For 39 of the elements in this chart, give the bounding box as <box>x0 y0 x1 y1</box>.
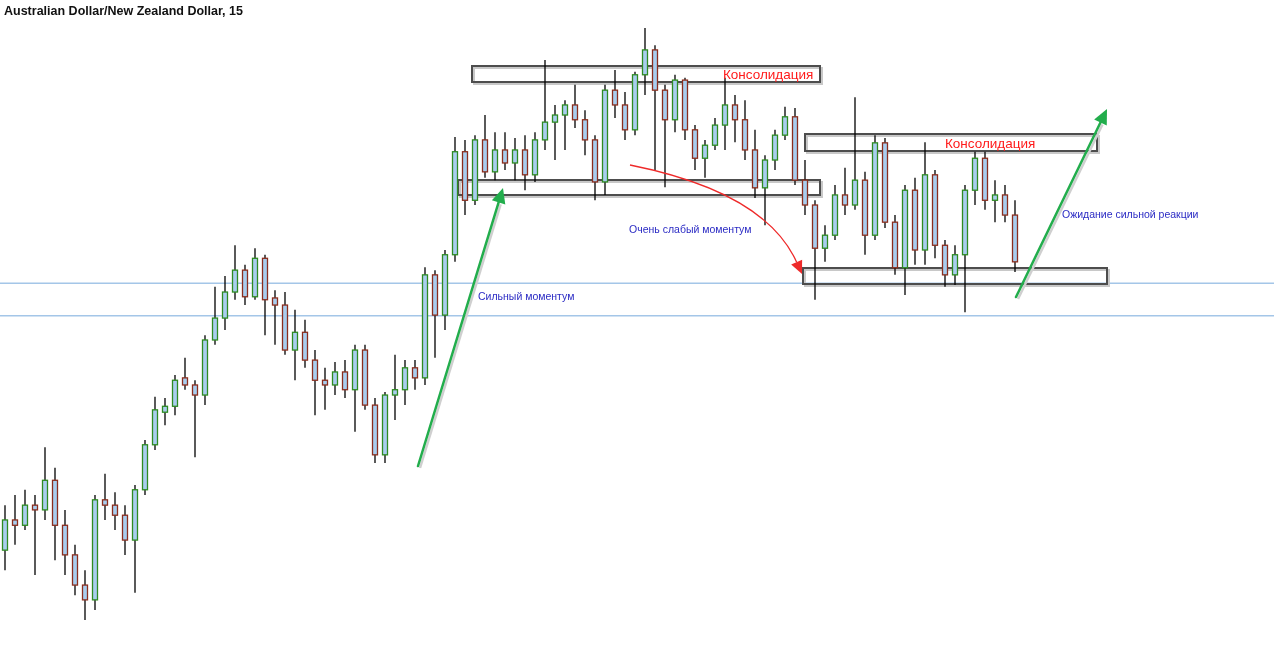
candlestick <box>401 359 409 406</box>
candlestick <box>161 397 169 426</box>
candlestick <box>991 179 999 223</box>
candlestick <box>321 367 329 411</box>
candlestick <box>511 137 519 181</box>
candlestick <box>111 491 119 531</box>
candlestick <box>491 131 499 181</box>
candlestick <box>101 473 109 521</box>
candlestick <box>411 359 419 391</box>
candlestick <box>541 59 549 151</box>
annotation: Консолидация <box>723 67 814 82</box>
candlestick <box>81 569 89 621</box>
candlestick <box>181 357 189 391</box>
candlestick <box>781 106 789 141</box>
candlestick <box>571 84 579 129</box>
candlestick <box>191 379 199 458</box>
candlestick <box>31 494 39 576</box>
annotation: Консолидация <box>945 136 1036 151</box>
candlestick <box>391 354 399 421</box>
candlestick <box>331 361 339 396</box>
candlestick <box>501 131 509 171</box>
candlestick <box>581 109 589 156</box>
candlestick <box>311 349 319 416</box>
candlestick <box>561 99 569 151</box>
candlestick <box>21 489 29 531</box>
chart-title: Australian Dollar/New Zealand Dollar, 15 <box>4 4 244 18</box>
candlestick <box>11 494 19 546</box>
annotation: Сильный моментум <box>478 290 575 302</box>
candlestick <box>701 139 709 179</box>
candlestick <box>1001 184 1009 223</box>
candlestick <box>341 359 349 399</box>
candlestick <box>611 69 619 119</box>
text: Ожидание сильной реакции <box>1062 208 1199 220</box>
candlestick <box>821 224 829 263</box>
candlestick <box>841 167 849 216</box>
candlestick <box>731 94 739 143</box>
candlestick <box>551 104 559 161</box>
annotation: Очень слабый моментум <box>629 223 752 235</box>
candlestick <box>711 117 719 151</box>
